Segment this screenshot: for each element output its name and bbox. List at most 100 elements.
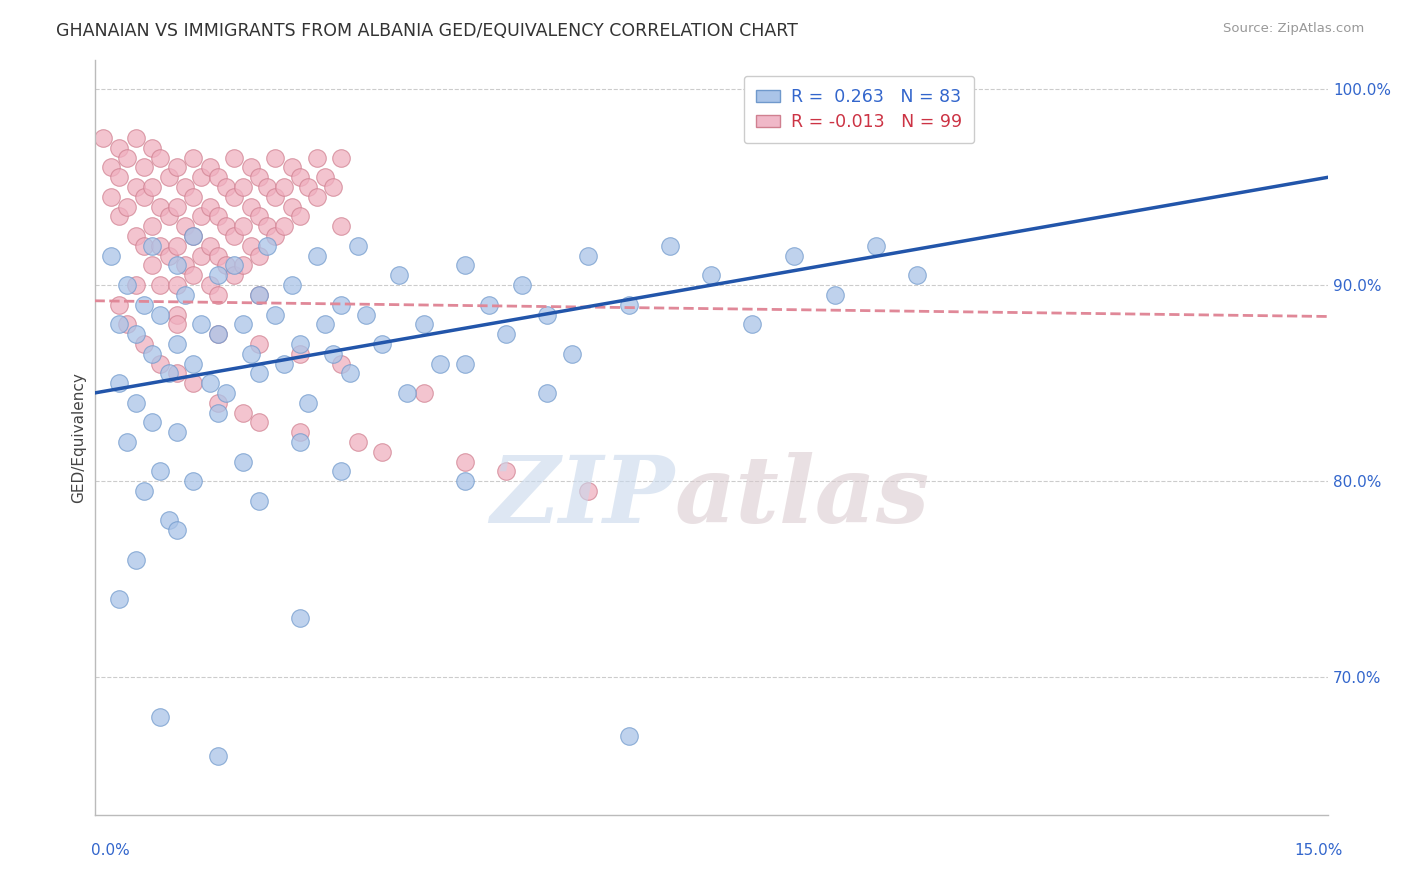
Point <box>149 308 172 322</box>
Point <box>453 357 475 371</box>
Point <box>281 161 304 175</box>
Point <box>305 190 328 204</box>
Point <box>166 523 188 537</box>
Point <box>281 200 304 214</box>
Point <box>264 229 287 244</box>
Point <box>125 180 148 194</box>
Point <box>264 190 287 204</box>
Point <box>288 210 311 224</box>
Point <box>141 239 163 253</box>
Point <box>157 513 180 527</box>
Point <box>371 444 394 458</box>
Point <box>215 386 238 401</box>
Point <box>181 151 204 165</box>
Point <box>247 493 270 508</box>
Point <box>659 239 682 253</box>
Point <box>256 239 278 253</box>
Point <box>371 337 394 351</box>
Point <box>149 200 172 214</box>
Text: atlas: atlas <box>675 452 929 542</box>
Point <box>181 376 204 391</box>
Point <box>247 367 270 381</box>
Point <box>132 190 155 204</box>
Point <box>561 347 583 361</box>
Point <box>166 367 188 381</box>
Point <box>100 161 122 175</box>
Point <box>141 259 163 273</box>
Point <box>207 170 229 185</box>
Point <box>239 161 262 175</box>
Point <box>224 190 246 204</box>
Point <box>181 229 204 244</box>
Point <box>478 298 501 312</box>
Point <box>232 454 254 468</box>
Point <box>207 327 229 342</box>
Point <box>314 318 336 332</box>
Point <box>100 249 122 263</box>
Point <box>166 161 188 175</box>
Point <box>495 464 517 478</box>
Point <box>453 454 475 468</box>
Point <box>166 278 188 293</box>
Point <box>91 131 114 145</box>
Point <box>174 288 197 302</box>
Point <box>149 151 172 165</box>
Point <box>264 151 287 165</box>
Point <box>108 591 131 606</box>
Point <box>215 180 238 194</box>
Point <box>224 229 246 244</box>
Point <box>125 131 148 145</box>
Point <box>141 219 163 234</box>
Point <box>181 268 204 283</box>
Point <box>824 288 846 302</box>
Point <box>132 161 155 175</box>
Point <box>141 141 163 155</box>
Point <box>117 434 139 449</box>
Point <box>181 357 204 371</box>
Point <box>166 259 188 273</box>
Point <box>149 709 172 723</box>
Point <box>198 161 221 175</box>
Point <box>166 425 188 440</box>
Point <box>166 337 188 351</box>
Point <box>125 278 148 293</box>
Point <box>174 259 197 273</box>
Point <box>510 278 533 293</box>
Point <box>700 268 723 283</box>
Point <box>247 288 270 302</box>
Point <box>157 367 180 381</box>
Point <box>166 308 188 322</box>
Point <box>190 170 212 185</box>
Legend: R =  0.263   N = 83, R = -0.013   N = 99: R = 0.263 N = 83, R = -0.013 N = 99 <box>744 76 974 143</box>
Point <box>224 268 246 283</box>
Text: Source: ZipAtlas.com: Source: ZipAtlas.com <box>1223 22 1364 36</box>
Point <box>495 327 517 342</box>
Point <box>429 357 451 371</box>
Point <box>782 249 804 263</box>
Point <box>273 180 295 194</box>
Point <box>232 180 254 194</box>
Point <box>339 367 361 381</box>
Point <box>273 357 295 371</box>
Point <box>125 396 148 410</box>
Point <box>108 318 131 332</box>
Point <box>166 200 188 214</box>
Point <box>905 268 928 283</box>
Point <box>536 308 558 322</box>
Point <box>288 347 311 361</box>
Point <box>256 219 278 234</box>
Point <box>117 200 139 214</box>
Point <box>207 249 229 263</box>
Point <box>264 308 287 322</box>
Point <box>297 180 319 194</box>
Point <box>198 239 221 253</box>
Point <box>865 239 887 253</box>
Point <box>224 151 246 165</box>
Point <box>322 347 344 361</box>
Point <box>239 347 262 361</box>
Y-axis label: GED/Equivalency: GED/Equivalency <box>72 372 86 502</box>
Point <box>330 219 353 234</box>
Point <box>617 729 640 743</box>
Text: 15.0%: 15.0% <box>1295 843 1343 858</box>
Point <box>149 239 172 253</box>
